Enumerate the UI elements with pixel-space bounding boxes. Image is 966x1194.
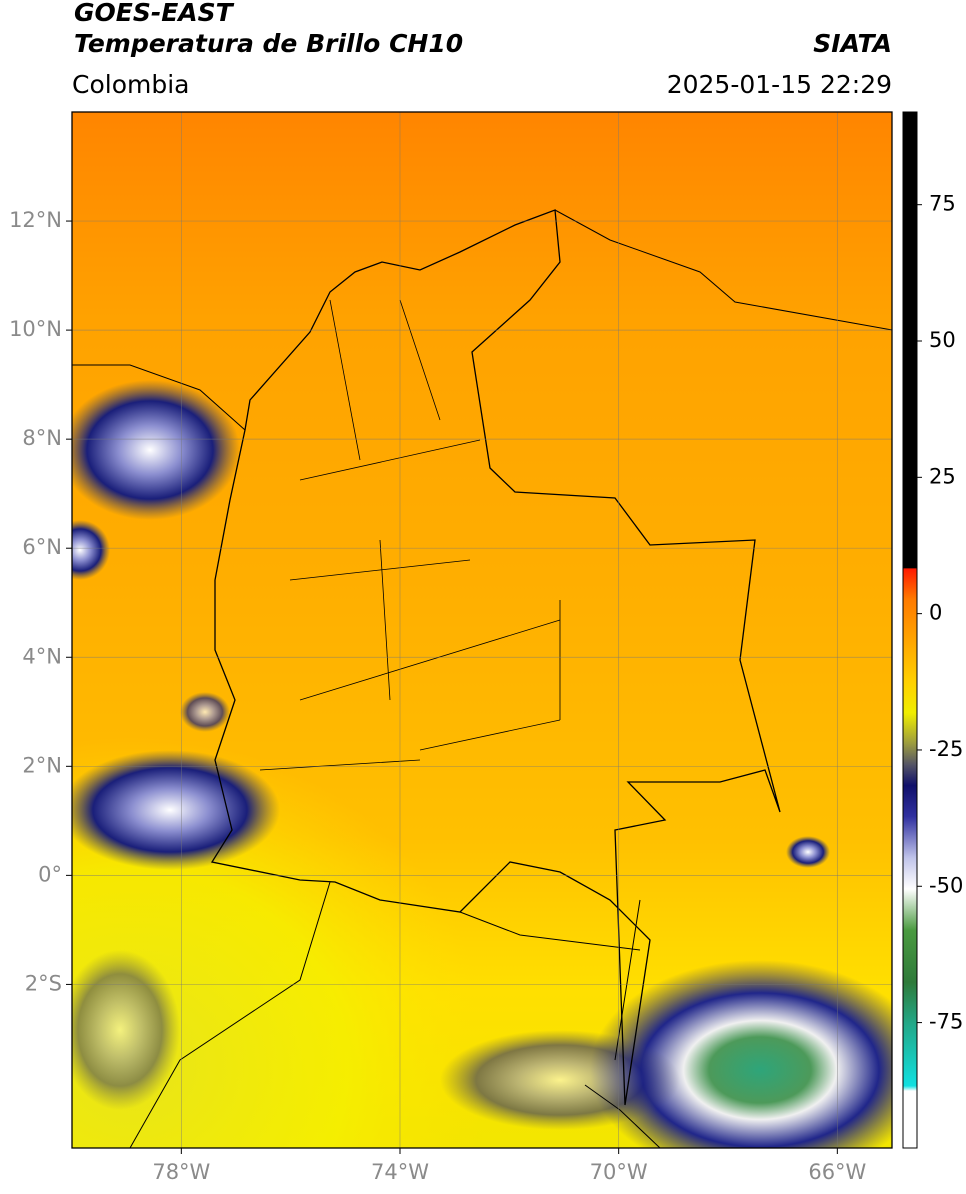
- datetime: 2025-01-15 22:29: [667, 70, 892, 99]
- cloud: [180, 692, 230, 732]
- source: SIATA: [813, 29, 892, 58]
- colorbar-tick-label: 25: [929, 464, 956, 488]
- y-tick-label: 0°: [38, 862, 62, 886]
- cloud: [72, 750, 280, 870]
- colorbar-tick-label: -25: [929, 737, 963, 761]
- y-tick-label: 2°N: [22, 753, 62, 777]
- cloud: [440, 1030, 680, 1130]
- colorbar: [902, 111, 918, 1149]
- y-tick-label: 4°N: [22, 644, 62, 668]
- x-tick-label: 70°W: [590, 1160, 648, 1184]
- colorbar-tick-label: -75: [929, 1010, 963, 1034]
- cloud: [786, 836, 830, 868]
- title: GOES-EAST: [74, 0, 235, 27]
- region: Colombia: [72, 70, 189, 99]
- colorbar-tick-label: -50: [929, 873, 963, 897]
- x-tick-label: 74°W: [371, 1160, 429, 1184]
- cloud: [72, 380, 240, 520]
- y-tick-label: 8°N: [22, 426, 62, 450]
- colorbar-tick-label: 50: [929, 328, 956, 352]
- colorbar-tick-label: 75: [929, 192, 956, 216]
- cloud: [72, 950, 180, 1110]
- y-tick-label: 2°S: [25, 971, 62, 995]
- y-tick-label: 6°N: [22, 535, 62, 559]
- country-border: [210, 209, 781, 1106]
- map-image: [72, 112, 892, 1148]
- y-tick-label: 12°N: [9, 208, 62, 232]
- map-frame: [71, 111, 893, 1149]
- y-tick-label: 10°N: [9, 317, 62, 341]
- colorbar-ticks: 75 50 25 0 -25 -50 -75: [917, 192, 963, 1034]
- x-tick-label: 66°W: [808, 1160, 866, 1184]
- border-line: [72, 209, 892, 1148]
- grid: [72, 112, 892, 1148]
- department-border: [259, 299, 561, 771]
- colorbar-tick-label: 0: [929, 601, 942, 625]
- x-tick-label: 78°W: [152, 1160, 210, 1184]
- axes: 78°W 74°W 70°W 66°W 12°N 10°N 8°N 6°N 4°N 2°N 0° 2°…: [9, 208, 866, 1184]
- subtitle: Temperatura de Brillo CH10: [74, 29, 463, 58]
- cloud: [72, 520, 110, 580]
